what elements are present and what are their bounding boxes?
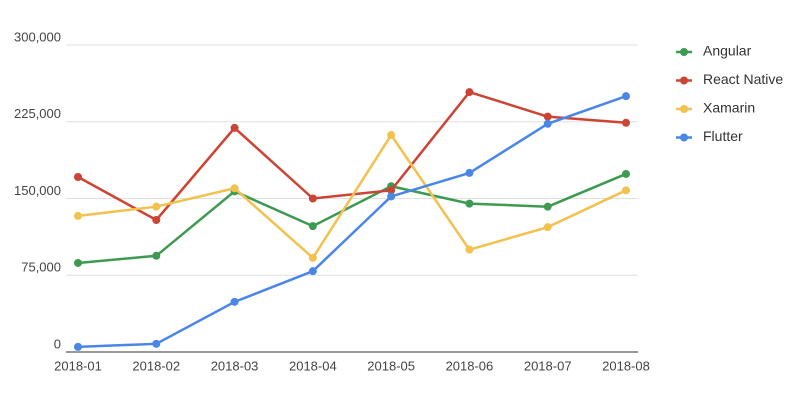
data-point	[230, 123, 239, 132]
x-tick-label: 2018-03	[211, 358, 259, 373]
data-point	[74, 211, 82, 220]
x-tick-label: 2018-08	[602, 358, 650, 373]
y-tick-label: 300,000	[14, 29, 61, 44]
data-point	[543, 119, 552, 128]
data-point	[465, 245, 474, 254]
data-point	[308, 194, 317, 203]
data-point	[308, 267, 317, 276]
data-point	[465, 199, 474, 208]
data-point	[622, 118, 630, 127]
series-line	[77, 172, 627, 265]
y-tick-label: 0	[54, 336, 61, 351]
data-point	[152, 339, 161, 348]
legend-label: Flutter	[703, 128, 743, 144]
legend-swatch-dot	[680, 133, 688, 142]
data-point	[230, 297, 239, 306]
data-point	[152, 215, 161, 224]
series-line	[77, 94, 627, 349]
legend-label: React Native	[703, 71, 783, 87]
data-point	[387, 192, 396, 201]
legend-label: Xamarin	[703, 100, 755, 116]
legend-swatch-dot	[680, 76, 688, 85]
data-point	[308, 253, 317, 262]
data-point	[230, 184, 239, 193]
data-point	[387, 186, 396, 195]
data-point	[543, 202, 552, 211]
data-point	[465, 168, 474, 177]
data-point	[622, 186, 630, 195]
x-tick-label: 2018-07	[524, 358, 572, 373]
data-point	[387, 131, 396, 140]
y-tick-label: 150,000	[14, 183, 61, 198]
data-point	[152, 202, 161, 211]
data-point	[308, 222, 317, 231]
data-point	[543, 112, 552, 121]
data-point	[465, 88, 474, 97]
x-tick-label: 2018-01	[54, 358, 102, 373]
series-line	[77, 90, 627, 222]
data-point	[622, 92, 630, 101]
y-tick-label: 75,000	[21, 260, 61, 275]
x-tick-label: 2018-06	[446, 358, 494, 373]
legend-swatch-dot	[680, 105, 688, 113]
y-tick-label: 225,000	[14, 106, 61, 121]
data-point	[74, 258, 82, 267]
legend-swatch-dot	[680, 48, 688, 56]
data-point	[152, 251, 161, 260]
series-line	[77, 132, 627, 260]
data-point	[74, 342, 82, 351]
legend-label: Angular	[703, 43, 752, 59]
data-point	[74, 173, 82, 182]
data-point	[622, 169, 630, 178]
data-point	[543, 223, 552, 232]
x-tick-label: 2018-02	[132, 358, 180, 373]
x-tick-label: 2018-04	[289, 358, 337, 373]
x-tick-label: 2018-05	[367, 358, 415, 373]
